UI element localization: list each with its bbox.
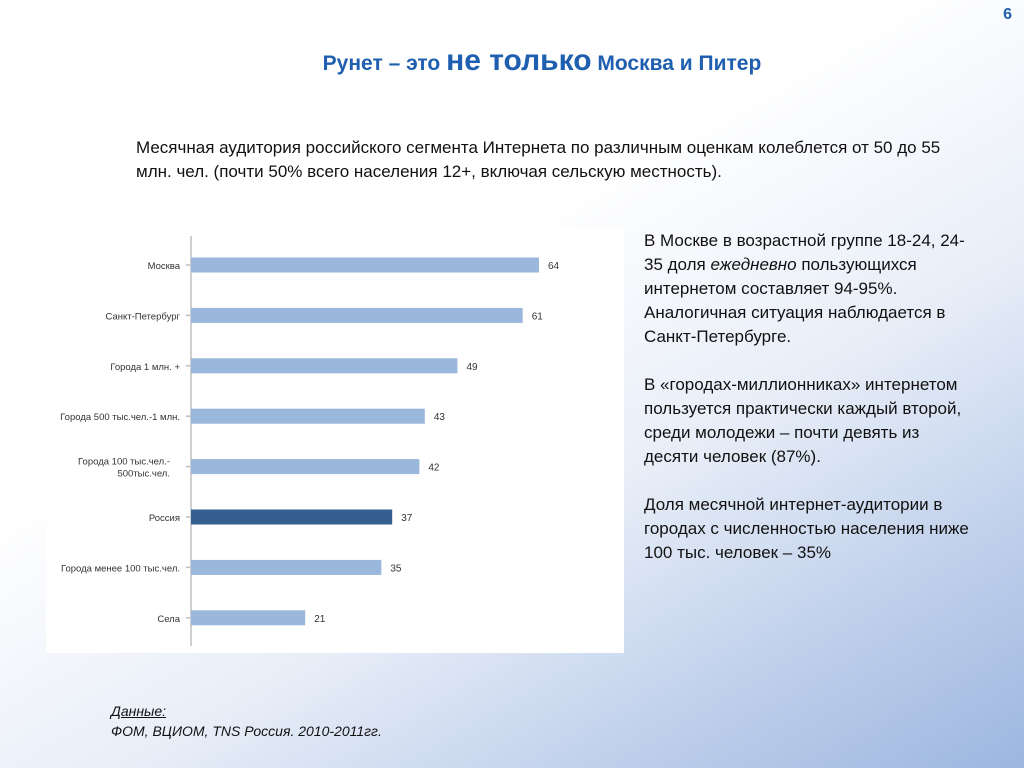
moscow-text-italic: ежедневно (710, 255, 797, 274)
category-label-line: Города 100 тыс.чел.- (78, 457, 170, 468)
category-label: Города 1 млн. + (110, 362, 180, 373)
category-label-line: Города менее 100 тыс.чел. (61, 563, 180, 574)
category-label-line: Села (157, 614, 180, 625)
bar (191, 257, 539, 273)
millionaire-cities-paragraph: В «городах-миллионниках» интернетом поль… (644, 375, 962, 466)
bar-value-label: 37 (401, 513, 413, 524)
moscow-text-end: пользующихся интернетом составляет 94-95… (644, 255, 946, 346)
bar-value-label: 64 (548, 261, 560, 272)
intro-text: Месячная аудитория российского сегмента … (136, 138, 941, 181)
bar-value-label: 21 (314, 614, 326, 625)
bar (191, 307, 523, 323)
page-number: 6 (1003, 6, 1012, 23)
title-emphasis: не только (446, 44, 592, 77)
category-label: Москва (148, 261, 181, 272)
category-label-line: Москва (148, 261, 181, 272)
bar (191, 358, 458, 374)
small-cities-paragraph: Доля месячной интернет-аудитории в город… (644, 495, 969, 562)
category-label: Города 500 тыс.чел.-1 млн. (60, 412, 180, 423)
bar-value-label: 61 (532, 311, 544, 322)
bar (191, 509, 393, 525)
moscow-paragraph: В Москве в возрастной группе 18-24, 24-3… (644, 229, 974, 349)
category-label-line: Города 500 тыс.чел.-1 млн. (60, 412, 180, 423)
bar-chart: 64 Москва 61 Санкт-Петербург 49 Города 1 млн.… (46, 228, 624, 653)
slide-title: Рунет – это не только Москва и Питер (0, 44, 1024, 78)
category-label: Санкт-Петербург (105, 311, 180, 322)
category-label-line: Санкт-Петербург (105, 311, 180, 322)
data-sources: Данные: ФОМ, ВЦИОМ, TNS Россия. 2010-201… (111, 701, 382, 741)
category-label: Россия (149, 513, 180, 524)
bar-value-label: 35 (390, 563, 402, 574)
bar-value-label: 49 (466, 362, 478, 373)
bar (191, 610, 306, 626)
bar (191, 559, 382, 575)
category-label-line: Города 1 млн. + (110, 362, 180, 373)
category-label-line: 500тыс.чел. (117, 469, 170, 480)
right-commentary: В Москве в возрастной группе 18-24, 24-3… (644, 229, 974, 589)
category-label: Города 100 тыс.чел.-500тыс.чел. (78, 457, 170, 480)
bar-chart-svg: 64 Москва 61 Санкт-Петербург 49 Города 1 млн.… (60, 236, 560, 646)
bar-value-label: 42 (428, 463, 440, 474)
bar-value-label: 43 (434, 412, 446, 423)
category-label-line: Россия (149, 513, 180, 524)
moscow-text-start: В Москве в возрастной группе 18-24, 24-3… (644, 231, 965, 274)
title-part2: Москва и Питер (591, 52, 762, 75)
category-label: Села (157, 614, 180, 625)
bar (191, 408, 425, 424)
bar (191, 459, 420, 475)
sources-label: Данные: (111, 703, 167, 719)
title-part1: Рунет – это (322, 52, 447, 75)
sources-list: ФОМ, ВЦИОМ, TNS Россия. 2010-2011гг. (111, 723, 382, 739)
category-label: Города менее 100 тыс.чел. (61, 563, 180, 574)
